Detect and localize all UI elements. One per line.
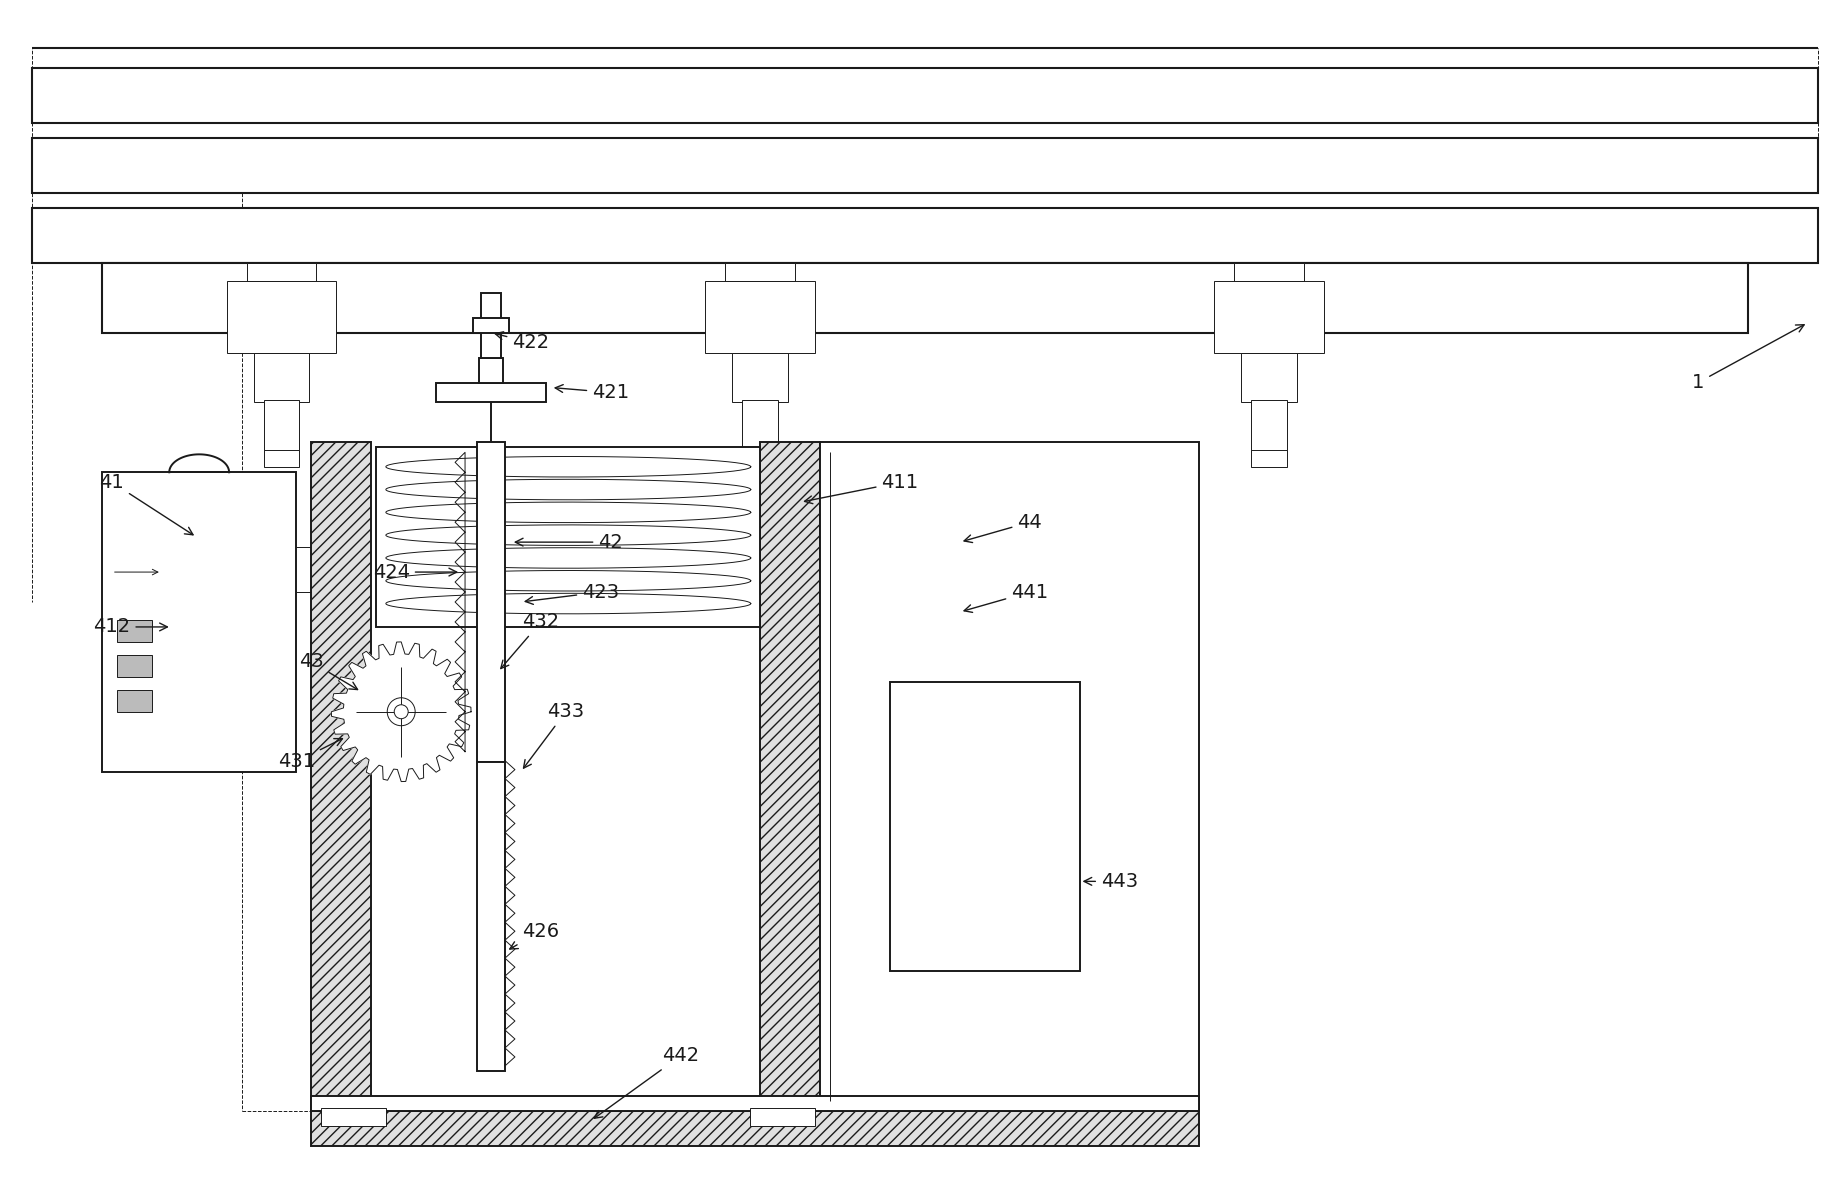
Bar [312, 1096, 1200, 1111]
Bar [263, 400, 299, 452]
Bar [726, 263, 795, 281]
Bar [761, 442, 821, 1111]
Bar [481, 293, 502, 357]
Bar [478, 442, 505, 762]
Text: 411: 411 [805, 472, 918, 504]
Bar [891, 682, 1080, 971]
Bar [474, 317, 509, 333]
Bar [31, 69, 1819, 123]
Text: 422: 422 [496, 332, 549, 352]
Bar [31, 208, 1819, 263]
Bar [118, 690, 152, 712]
Bar [118, 655, 152, 677]
Bar [733, 352, 788, 403]
Text: 41: 41 [99, 472, 193, 535]
Bar [479, 357, 503, 382]
Bar [1234, 263, 1304, 281]
Text: 442: 442 [595, 1047, 700, 1118]
Bar [377, 447, 761, 627]
Bar [1242, 352, 1297, 403]
Circle shape [395, 704, 408, 719]
Bar [31, 138, 1819, 194]
Text: 432: 432 [502, 613, 560, 668]
Text: 443: 443 [1084, 871, 1139, 891]
Text: 1: 1 [1692, 325, 1804, 392]
Bar [101, 263, 1749, 333]
Bar [101, 472, 296, 772]
Text: 441: 441 [964, 583, 1049, 612]
Text: 424: 424 [373, 563, 457, 582]
Text: 42: 42 [516, 532, 623, 552]
Bar [312, 1111, 1200, 1146]
Bar [254, 352, 309, 403]
Bar [435, 382, 546, 403]
Text: 433: 433 [524, 702, 584, 768]
Bar [118, 620, 152, 642]
Bar [821, 442, 1200, 1111]
Text: 43: 43 [299, 653, 358, 690]
Bar [742, 400, 779, 452]
Bar [1214, 281, 1324, 352]
Bar [749, 1108, 816, 1126]
Text: 431: 431 [277, 738, 342, 772]
Text: 421: 421 [555, 383, 630, 401]
Bar [478, 762, 505, 1071]
Text: 44: 44 [964, 513, 1042, 542]
Text: 423: 423 [525, 583, 619, 605]
Bar [263, 451, 299, 468]
Bar [742, 451, 779, 468]
Bar [312, 442, 371, 1111]
Bar [1251, 400, 1288, 452]
Circle shape [388, 698, 415, 726]
Text: 426: 426 [509, 922, 560, 950]
Bar [1251, 451, 1288, 468]
Bar [226, 281, 336, 352]
Text: 412: 412 [94, 618, 167, 636]
Polygon shape [331, 642, 470, 781]
Bar [321, 1108, 386, 1126]
Bar [246, 263, 316, 281]
Bar [705, 281, 816, 352]
